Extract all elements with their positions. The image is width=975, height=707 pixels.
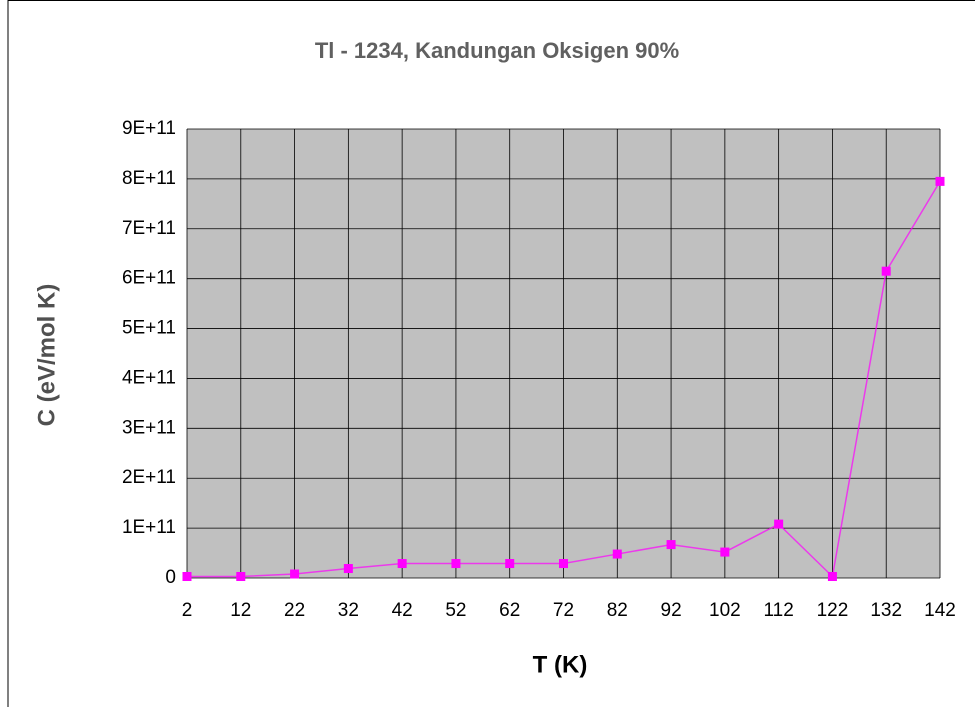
point-marker bbox=[344, 564, 353, 573]
x-tick-label: 112 bbox=[763, 600, 793, 621]
y-tick-label: 8E+11 bbox=[122, 168, 176, 189]
point-marker bbox=[667, 540, 676, 549]
point-marker bbox=[398, 559, 407, 568]
y-tick-label: 1E+11 bbox=[122, 517, 176, 538]
point-marker bbox=[505, 559, 514, 568]
x-tick-label: 42 bbox=[392, 600, 413, 621]
y-tick-label: 3E+11 bbox=[122, 417, 176, 438]
x-tick-label: 92 bbox=[661, 600, 682, 621]
chart-title: Tl - 1234, Kandungan Oksigen 90% bbox=[315, 38, 679, 63]
x-tick-label: 12 bbox=[230, 600, 251, 621]
y-tick-label: 9E+11 bbox=[122, 118, 176, 139]
chart: Tl - 1234, Kandungan Oksigen 90% T (K) C… bbox=[0, 0, 975, 707]
y-tick-label: 0 bbox=[165, 567, 176, 588]
x-tick-label: 22 bbox=[284, 600, 305, 621]
point-marker bbox=[720, 548, 729, 557]
x-tick-label: 102 bbox=[709, 600, 741, 621]
point-marker bbox=[774, 520, 783, 529]
point-marker bbox=[290, 570, 299, 579]
x-tick-label: 72 bbox=[553, 600, 574, 621]
x-tick-label: 2 bbox=[182, 600, 193, 621]
x-tick-label: 132 bbox=[870, 600, 902, 621]
x-tick-label: 52 bbox=[445, 600, 466, 621]
y-tick-label: 6E+11 bbox=[122, 268, 176, 289]
x-tick-label: 82 bbox=[607, 600, 628, 621]
y-tick-label: 4E+11 bbox=[122, 367, 176, 388]
x-axis-title: T (K) bbox=[533, 651, 588, 678]
point-marker bbox=[828, 572, 837, 581]
y-tick-label: 2E+11 bbox=[122, 467, 176, 488]
y-tick-label: 7E+11 bbox=[122, 218, 176, 239]
point-marker bbox=[451, 559, 460, 568]
point-marker bbox=[236, 572, 245, 581]
x-tick-label: 122 bbox=[817, 600, 849, 621]
point-marker bbox=[613, 550, 622, 559]
point-marker bbox=[936, 177, 945, 186]
point-marker bbox=[183, 572, 192, 581]
point-marker bbox=[559, 559, 568, 568]
x-tick-label: 62 bbox=[499, 600, 520, 621]
x-tick-label: 142 bbox=[924, 600, 956, 621]
y-axis-title: C (eV/mol K) bbox=[33, 284, 60, 427]
y-tick-label: 5E+11 bbox=[122, 318, 176, 339]
x-tick-label: 32 bbox=[338, 600, 359, 621]
point-marker bbox=[882, 267, 891, 276]
